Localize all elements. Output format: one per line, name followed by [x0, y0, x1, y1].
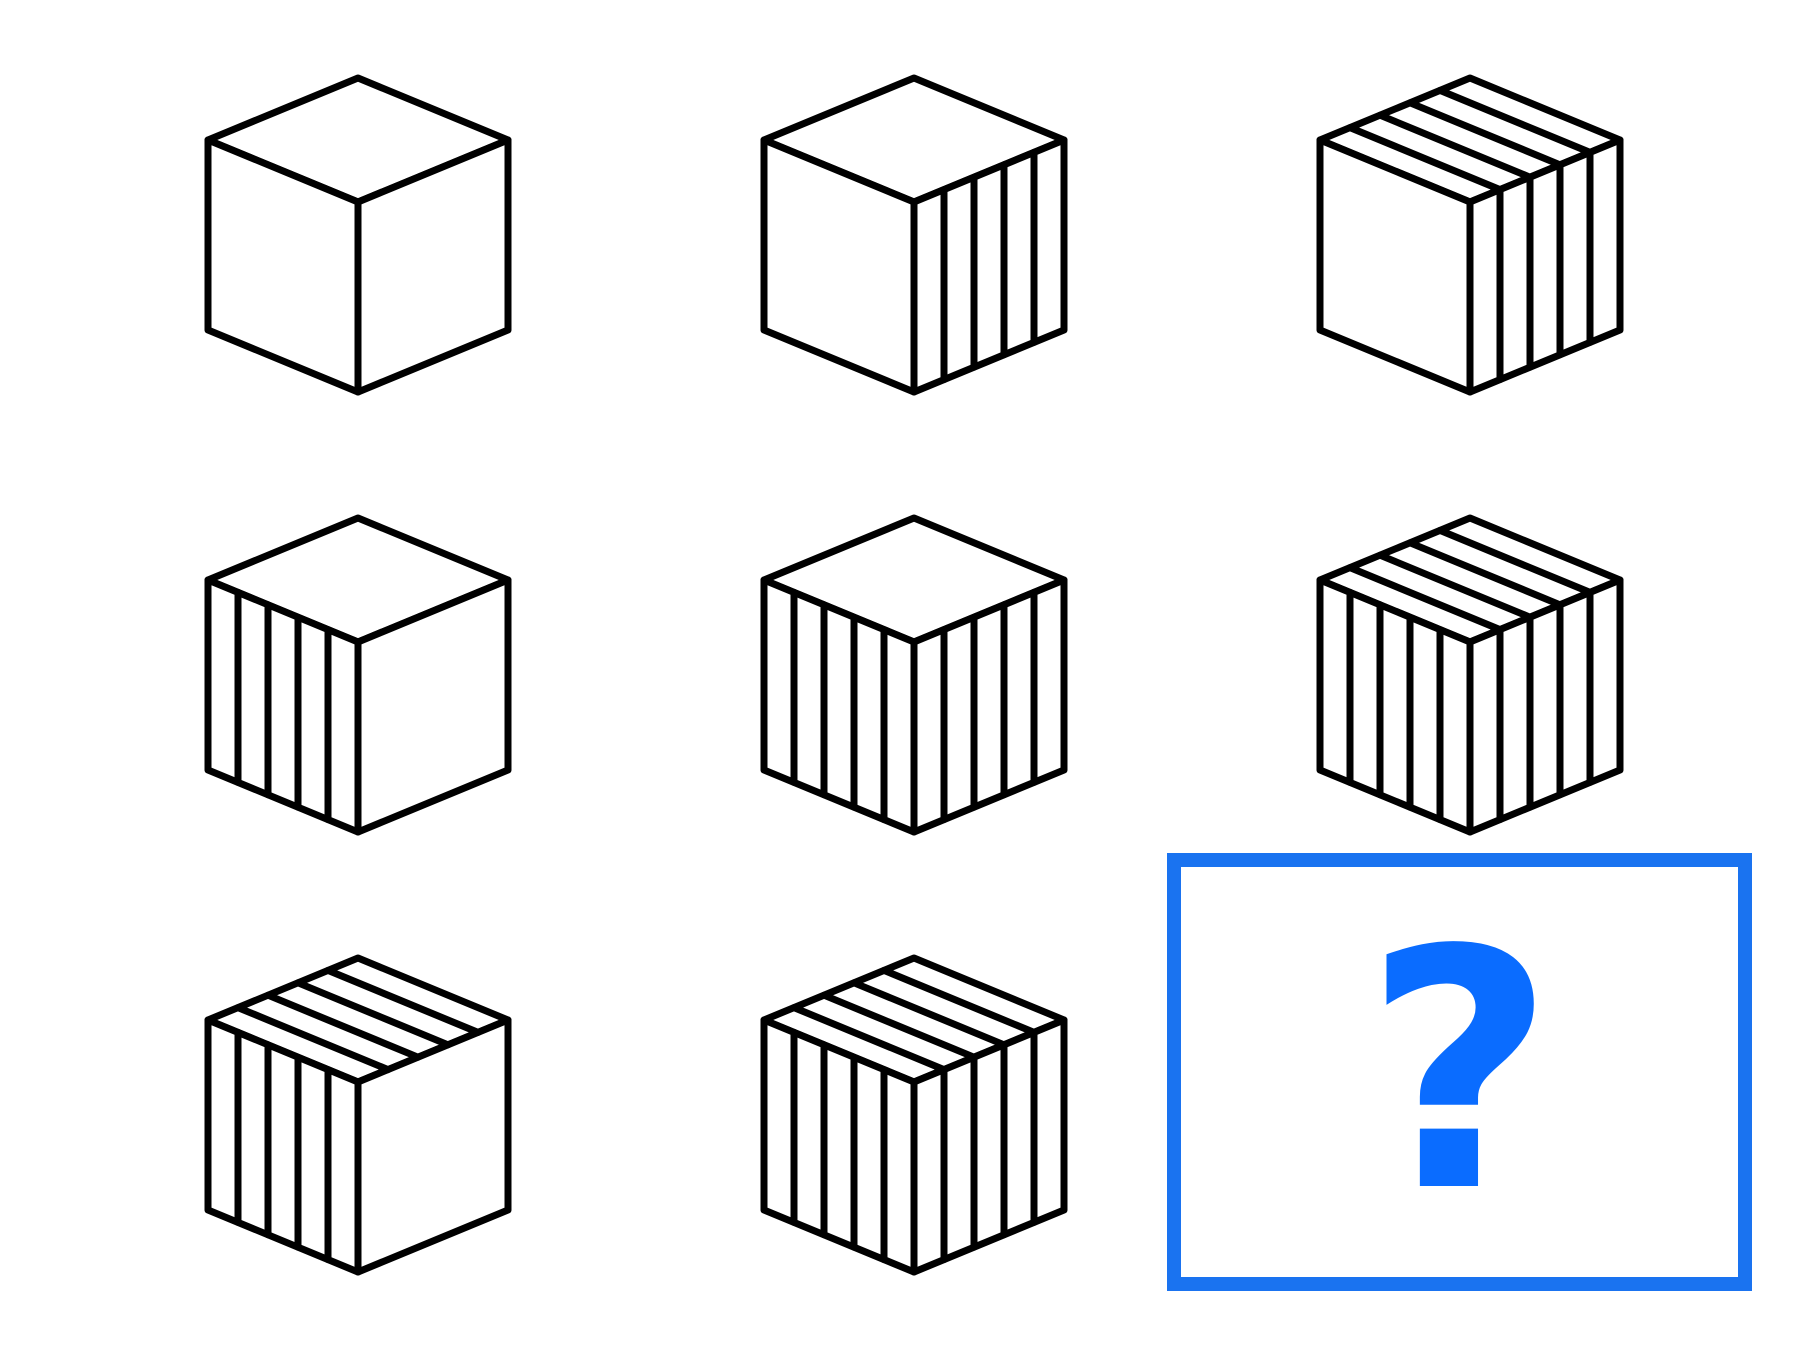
top-face-stripe [850, 979, 1008, 1049]
top-face-stripe [1436, 86, 1594, 156]
top-face-stripe [234, 1004, 392, 1074]
cube [204, 954, 512, 1276]
top-face-stripe [1346, 124, 1504, 194]
top-face-stripe [790, 1004, 948, 1074]
top-face-stripe [294, 979, 452, 1049]
cube-right-face [354, 576, 512, 836]
top-face-stripe [820, 991, 978, 1061]
top-face-stripe [1406, 539, 1564, 609]
cube [204, 74, 512, 396]
top-face-stripe [1376, 551, 1534, 621]
cube [1316, 74, 1624, 396]
cube-right-face [910, 136, 1068, 396]
question-mark: ? [1363, 880, 1556, 1264]
top-face-stripe [1436, 526, 1594, 596]
cube [1316, 514, 1624, 836]
top-face-stripe [1376, 111, 1534, 181]
cube-right-face [910, 1016, 1068, 1276]
cube-right-face [910, 576, 1068, 836]
top-face-stripe [324, 966, 482, 1036]
cube [204, 514, 512, 836]
cube-right-face [1466, 576, 1624, 836]
top-face-stripe [880, 966, 1038, 1036]
cube-right-face [1466, 136, 1624, 396]
cube-right-face [354, 1016, 512, 1276]
cube [760, 954, 1068, 1276]
top-face-stripe [1406, 99, 1564, 169]
cube-right-face [354, 136, 512, 396]
cube [760, 514, 1068, 836]
answer-box[interactable]: ? [1167, 853, 1752, 1291]
top-face-stripe [264, 991, 422, 1061]
cube [760, 74, 1068, 396]
top-face-stripe [1346, 564, 1504, 634]
